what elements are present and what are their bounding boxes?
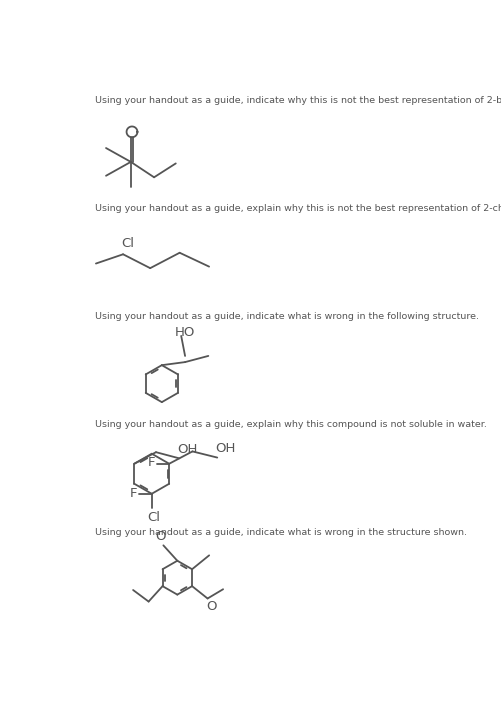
Text: HO: HO	[175, 327, 195, 339]
Text: O: O	[206, 599, 216, 613]
Text: Using your handout as a guide, indicate why this is not the best representation : Using your handout as a guide, indicate …	[95, 95, 501, 104]
Text: Using your handout as a guide, explain why this is not the best representation o: Using your handout as a guide, explain w…	[95, 204, 501, 213]
Text: Using your handout as a guide, explain why this compound is not soluble in water: Using your handout as a guide, explain w…	[95, 420, 487, 429]
Text: Using your handout as a guide, indicate what is wrong in the following structure: Using your handout as a guide, indicate …	[95, 312, 479, 321]
Text: OH: OH	[216, 442, 236, 455]
Text: F: F	[130, 487, 138, 501]
Text: Cl: Cl	[147, 511, 160, 524]
Text: Using your handout as a guide, indicate what is wrong in the structure shown.: Using your handout as a guide, indicate …	[95, 528, 467, 537]
Text: Cl: Cl	[122, 237, 135, 250]
Text: F: F	[147, 456, 155, 469]
Text: O: O	[155, 530, 165, 543]
Text: OH: OH	[178, 442, 198, 456]
